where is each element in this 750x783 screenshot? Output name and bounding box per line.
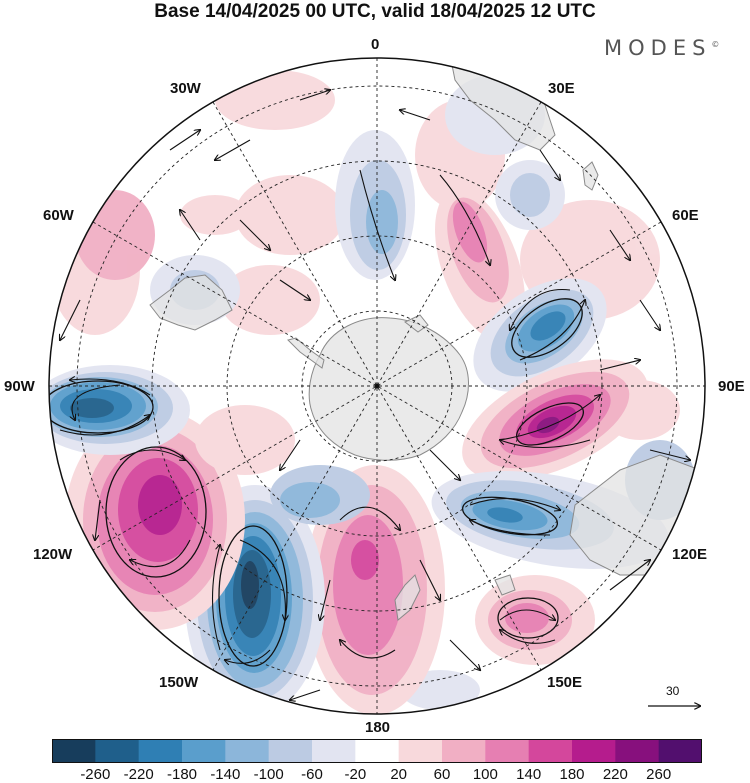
colorbar-outline <box>52 739 702 763</box>
lon-label-150e: 150E <box>547 674 583 691</box>
kerguelen <box>404 314 429 333</box>
lon-label-120e: 120E <box>672 546 708 563</box>
lon-label-0: 0 <box>371 36 380 53</box>
new-zealand <box>394 574 421 621</box>
colorbar-swatch <box>225 739 270 763</box>
madagascar <box>582 161 599 191</box>
modes-logo-text: MODES <box>604 36 712 60</box>
lon-label-150w: 150W <box>159 674 199 691</box>
chart-title: Base 14/04/2025 00 UTC, valid 18/04/2025… <box>154 1 596 22</box>
lon-label-120w: 120W <box>33 546 73 563</box>
colorbar-swatch <box>138 739 183 763</box>
colorbar <box>52 739 702 763</box>
colorbar-tick-label: 140 <box>516 766 542 783</box>
south-america <box>149 274 233 331</box>
anomaly-shading <box>49 70 695 714</box>
antarctica <box>308 317 469 461</box>
graticule <box>49 58 705 714</box>
tasmania <box>494 574 516 596</box>
antarctic-peninsula <box>287 337 325 369</box>
colorbar-swatch <box>52 739 96 763</box>
lon-label-60w: 60W <box>43 207 74 224</box>
colorbar-tick-label: 260 <box>646 766 672 783</box>
reference-vector-label: 30 <box>666 684 680 698</box>
map-boundary <box>48 57 706 715</box>
colorbar-tick-label: 60 <box>433 766 451 783</box>
colorbar-tick-label: -140 <box>210 766 241 783</box>
polar-map <box>48 57 706 715</box>
colorbar-tick-label: -100 <box>253 766 284 783</box>
colorbar-tick-label: -60 <box>301 766 323 783</box>
colorbar-tick-label: 180 <box>559 766 585 783</box>
lon-label-90w: 90W <box>4 378 35 395</box>
colorbar-swatch <box>312 739 356 763</box>
lon-label-30e: 30E <box>548 80 575 97</box>
south-pole-dot <box>374 383 380 389</box>
colorbar-swatch <box>268 739 313 763</box>
lon-label-30w: 30W <box>170 80 201 97</box>
colorbar-swatch <box>615 739 660 763</box>
colorbar-tick-label: -260 <box>80 766 111 783</box>
lon-label-180: 180 <box>365 719 391 736</box>
colorbar-tick-label: 20 <box>390 766 407 783</box>
colorbar-swatch <box>355 739 400 763</box>
colorbar-tick-label: -180 <box>166 766 198 783</box>
wind-vectors <box>60 90 690 700</box>
modes-logo: MODES© <box>604 36 719 60</box>
colorbar-tick-label: 100 <box>472 766 498 783</box>
land <box>149 58 705 621</box>
colorbar-swatch <box>442 739 486 763</box>
colorbar-swatch <box>528 739 573 763</box>
copyright-mark: © <box>711 40 720 49</box>
colorbar-swatch <box>398 739 443 763</box>
colorbar-swatch <box>485 739 530 763</box>
colorbar-swatch <box>658 739 702 763</box>
colorbar-swatch <box>182 739 226 763</box>
colorbar-tick-label: 220 <box>602 766 628 783</box>
colorbar-tick-label: -220 <box>123 766 154 783</box>
lon-label-60e: 60E <box>672 207 699 224</box>
colorbar-swatch <box>95 739 140 763</box>
lon-label-90e: 90E <box>718 378 745 395</box>
colorbar-tick-label: -20 <box>344 766 367 783</box>
colorbar-swatch <box>572 739 616 763</box>
